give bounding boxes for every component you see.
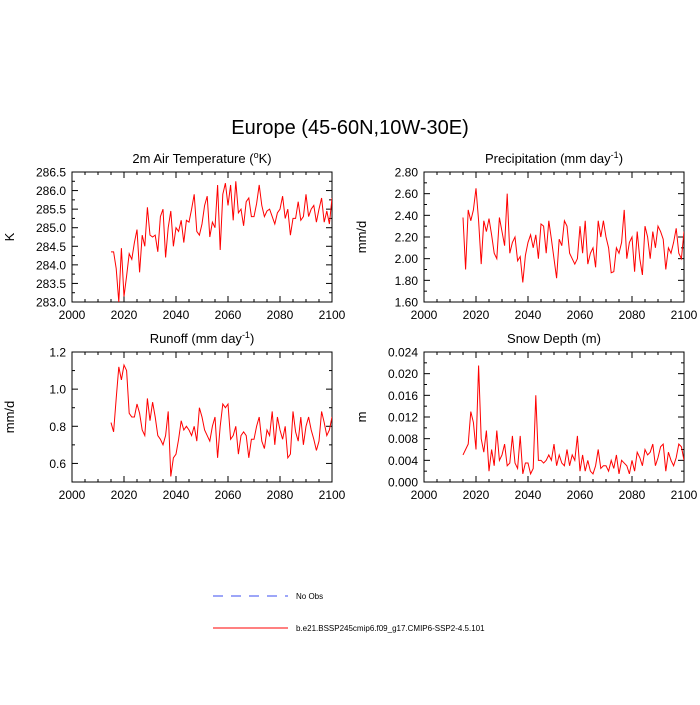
plot-frame xyxy=(423,351,685,483)
y-axis-label: mm/d xyxy=(2,401,17,434)
y-tick-label: 0.020 xyxy=(388,367,418,381)
y-tick-label: 283.0 xyxy=(36,296,66,310)
y-tick-label: 1.2 xyxy=(49,346,66,360)
x-tick-label: 2080 xyxy=(267,488,294,502)
panel-title-tail: ) xyxy=(250,331,254,346)
x-tick-label: 2040 xyxy=(515,488,542,502)
x-tick-label: 2080 xyxy=(619,488,646,502)
panel-title-main: 2m Air Temperature ( xyxy=(132,151,254,166)
x-tick-label: 2060 xyxy=(567,488,594,502)
x-tick-label: 2100 xyxy=(671,488,698,502)
y-tick-label: 2.80 xyxy=(395,166,419,180)
y-axis-label: m xyxy=(354,412,369,423)
x-tick-label: 2000 xyxy=(59,308,86,322)
panel-title-main: Snow Depth (m) xyxy=(507,331,601,346)
y-tick-label: 1.0 xyxy=(49,383,66,397)
x-tick-label: 2040 xyxy=(163,308,190,322)
y-tick-label: 286.0 xyxy=(36,184,66,198)
panel-title-tail: ) xyxy=(619,151,623,166)
y-tick-label: 0.000 xyxy=(388,476,418,490)
chart-panel-temperature: 2m Air Temperature (oK) K 2000 2020 2040 2060… xyxy=(2,150,346,322)
panel-title-superscript: -1 xyxy=(611,150,619,160)
y-tick-label: 284.0 xyxy=(36,258,66,272)
x-tick-label: 2020 xyxy=(111,488,138,502)
y-axis-label: mm/d xyxy=(354,221,369,254)
panel-title-superscript: -1 xyxy=(242,330,250,340)
x-tick-label: 2080 xyxy=(267,308,294,322)
x-tick-label: 2060 xyxy=(215,488,242,502)
panel-title-superscript: o xyxy=(254,150,259,160)
y-tick-label: 0.004 xyxy=(388,454,418,468)
panel-title-main: Precipitation (mm day xyxy=(485,151,611,166)
panel-title: Runoff (mm day-1) xyxy=(150,330,255,346)
y-tick-label: 284.5 xyxy=(36,240,66,254)
figure-title: Europe (45-60N,10W-30E) xyxy=(231,117,469,139)
y-tick-label: 285.5 xyxy=(36,203,66,217)
x-tick-label: 2020 xyxy=(463,308,490,322)
y-tick-label: 0.6 xyxy=(49,457,66,471)
panel-title: 2m Air Temperature (oK) xyxy=(132,150,271,166)
x-tick-label: 2100 xyxy=(671,308,698,322)
y-axis-label: K xyxy=(2,232,17,241)
y-tick-label: 2.20 xyxy=(395,231,419,245)
legend-model-label: b.e21.BSSP245cmip6.f09_g17.CMIP6-SSP2-4.… xyxy=(296,624,485,633)
x-tick-label: 2040 xyxy=(163,488,190,502)
x-tick-label: 2060 xyxy=(567,308,594,322)
y-tick-label: 0.024 xyxy=(388,346,418,360)
x-tick-label: 2000 xyxy=(411,308,438,322)
panel-title: Snow Depth (m) xyxy=(507,331,601,346)
y-tick-label: 0.8 xyxy=(49,420,66,434)
y-tick-label: 285.0 xyxy=(36,221,66,235)
series-line-model xyxy=(111,181,332,302)
x-tick-label: 2020 xyxy=(111,308,138,322)
y-tick-label: 2.60 xyxy=(395,187,419,201)
y-tick-label: 1.80 xyxy=(395,274,419,288)
x-tick-label: 2020 xyxy=(463,488,490,502)
legend-obs-label: No Obs xyxy=(296,592,323,601)
legend: No Obs b.e21.BSSP245cmip6.f09_g17.CMIP6-… xyxy=(213,592,485,633)
series-line-model xyxy=(462,188,684,283)
x-tick-label: 2100 xyxy=(319,488,346,502)
y-tick-label: 1.60 xyxy=(395,296,419,310)
chart-panel-precipitation: Precipitation (mm day-1) mm/d 2000 2020 2040… xyxy=(354,150,698,322)
y-tick-label: 2.00 xyxy=(395,252,419,266)
x-tick-label: 2000 xyxy=(411,488,438,502)
panel-title-main: Runoff (mm day xyxy=(150,331,243,346)
plot-frame xyxy=(71,171,333,303)
x-tick-label: 2080 xyxy=(619,308,646,322)
y-tick-label: 0.008 xyxy=(388,432,418,446)
plot-frame xyxy=(423,171,685,303)
panel-title: Precipitation (mm day-1) xyxy=(485,150,623,166)
x-tick-label: 2100 xyxy=(319,308,346,322)
x-tick-label: 2040 xyxy=(515,308,542,322)
panel-title-tail: K) xyxy=(259,151,272,166)
series-line-model xyxy=(110,363,332,477)
y-tick-label: 286.5 xyxy=(36,166,66,180)
chart-panel-snow-depth: Snow Depth (m) m 2000 2020 2040 2060 2080 2100 0… xyxy=(354,331,698,502)
y-tick-label: 2.40 xyxy=(395,209,419,223)
y-tick-label: 283.5 xyxy=(36,277,66,291)
x-tick-label: 2060 xyxy=(215,308,242,322)
y-tick-label: 0.012 xyxy=(388,411,418,425)
series-line-model xyxy=(462,365,684,476)
chart-panel-runoff: Runoff (mm day-1) mm/d 2000 2020 2040 2060 208… xyxy=(2,330,346,502)
y-tick-label: 0.016 xyxy=(388,389,418,403)
x-tick-label: 2000 xyxy=(59,488,86,502)
